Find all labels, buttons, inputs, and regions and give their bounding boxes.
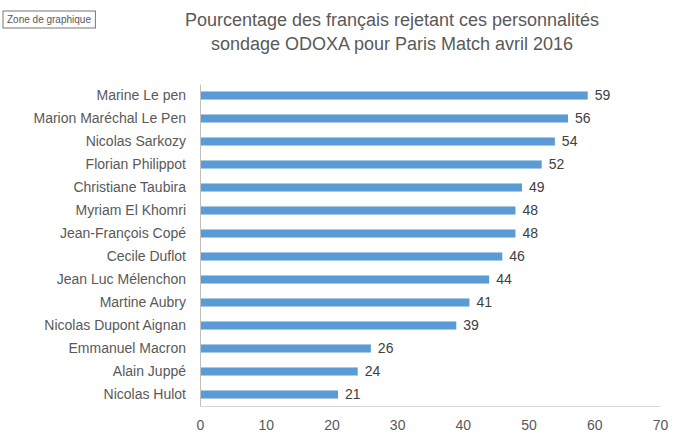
y-tick-label: Jean Luc Mélenchon [57, 271, 186, 287]
y-tick-label: Christiane Taubira [73, 179, 186, 195]
x-tick: 50 [521, 406, 537, 433]
y-tick: Marine Le pen [96, 87, 200, 103]
y-tick: Nicolas Dupont Aignan [44, 317, 200, 333]
data-label: 54 [562, 133, 578, 149]
x-tick-label: 40 [456, 417, 472, 433]
y-tick-label: Marine Le pen [96, 87, 186, 103]
y-tick-label: Florian Philippot [86, 156, 186, 172]
bar [200, 275, 489, 283]
y-tick-label: Cecile Duflot [107, 248, 186, 264]
x-tick-label: 70 [653, 417, 669, 433]
bar [200, 390, 338, 398]
bar [200, 137, 555, 145]
y-tick: Nicolas Hulot [104, 386, 200, 402]
data-label: 56 [575, 110, 591, 126]
bar [200, 114, 568, 122]
y-tick-label: Martine Aubry [100, 294, 186, 310]
y-tick-label: Myriam El Khomri [76, 202, 186, 218]
data-label: 59 [595, 87, 611, 103]
y-tick-label: Alain Juppé [113, 363, 186, 379]
x-axis: 0 10 20 30 40 50 60 70 [197, 406, 669, 433]
bar [200, 252, 502, 260]
bar [200, 160, 542, 168]
bar [200, 229, 515, 237]
x-tick: 10 [258, 406, 274, 433]
data-label: 26 [378, 340, 394, 356]
y-tick: Alain Juppé [113, 363, 200, 379]
bar [200, 206, 515, 214]
y-tick: Myriam El Khomri [76, 202, 200, 218]
x-tick-label: 50 [521, 417, 537, 433]
data-label: 41 [476, 294, 492, 310]
bar [200, 321, 456, 329]
y-tick-label: Marion Maréchal Le Pen [33, 110, 186, 126]
y-tick: Jean-François Copé [60, 225, 200, 241]
x-tick-label: 10 [258, 417, 274, 433]
data-label: 39 [463, 317, 479, 333]
y-tick: Marion Maréchal Le Pen [33, 110, 200, 126]
chart: Zone de graphique Pourcentage des françai… [0, 0, 677, 444]
annotation: Zone de graphique [3, 11, 95, 28]
data-label: 48 [522, 202, 538, 218]
y-tick-label: Jean-François Copé [60, 225, 186, 241]
annotation-text: Zone de graphique [7, 14, 91, 25]
x-tick: 30 [390, 406, 406, 433]
y-tick: Florian Philippot [86, 156, 200, 172]
data-label: 52 [549, 156, 565, 172]
title: Pourcentage des français rejetant ces pe… [185, 10, 599, 30]
data-label: 44 [496, 271, 512, 287]
bar [200, 183, 522, 191]
subtitle: sondage ODOXA pour Paris Match avril 201… [211, 34, 573, 54]
bar [200, 298, 469, 306]
data-labels: 5956 54 5249 48 48 46 4441 39 26 2421 [345, 87, 611, 402]
bar [200, 91, 588, 99]
annotation-box [3, 11, 95, 28]
y-tick-label: Nicolas Sarkozy [86, 133, 186, 149]
data-label: 48 [522, 225, 538, 241]
x-tick-label: 60 [587, 417, 603, 433]
bar [200, 344, 371, 352]
data-label: 24 [365, 363, 381, 379]
x-tick: 60 [587, 406, 603, 433]
x-tick: 40 [456, 406, 472, 433]
x-tick: 70 [653, 406, 669, 433]
y-tick: Jean Luc Mélenchon [57, 271, 200, 287]
y-tick-label: Nicolas Hulot [104, 386, 187, 402]
data-label: 21 [345, 386, 361, 402]
y-tick: Martine Aubry [100, 294, 200, 310]
x-axis-line [201, 406, 661, 407]
y-tick-label: Emmanuel Macron [69, 340, 187, 356]
x-tick-label: 30 [390, 417, 406, 433]
y-axis: Marine Le pen Marion Maréchal Le Pen Nicol… [33, 85, 200, 407]
y-axis-line [200, 85, 201, 407]
x-tick: 0 [197, 406, 205, 433]
y-tick-label: Nicolas Dupont Aignan [44, 317, 186, 333]
y-tick: Christiane Taubira [73, 179, 200, 195]
data-label: 49 [529, 179, 545, 195]
y-tick: Cecile Duflot [107, 248, 200, 264]
y-tick: Emmanuel Macron [69, 340, 201, 356]
x-tick-label: 0 [197, 417, 205, 433]
bars [200, 91, 588, 398]
bar [200, 367, 358, 375]
x-tick: 20 [324, 406, 340, 433]
data-label: 46 [509, 248, 525, 264]
x-tick-label: 20 [324, 417, 340, 433]
y-tick: Nicolas Sarkozy [86, 133, 200, 149]
